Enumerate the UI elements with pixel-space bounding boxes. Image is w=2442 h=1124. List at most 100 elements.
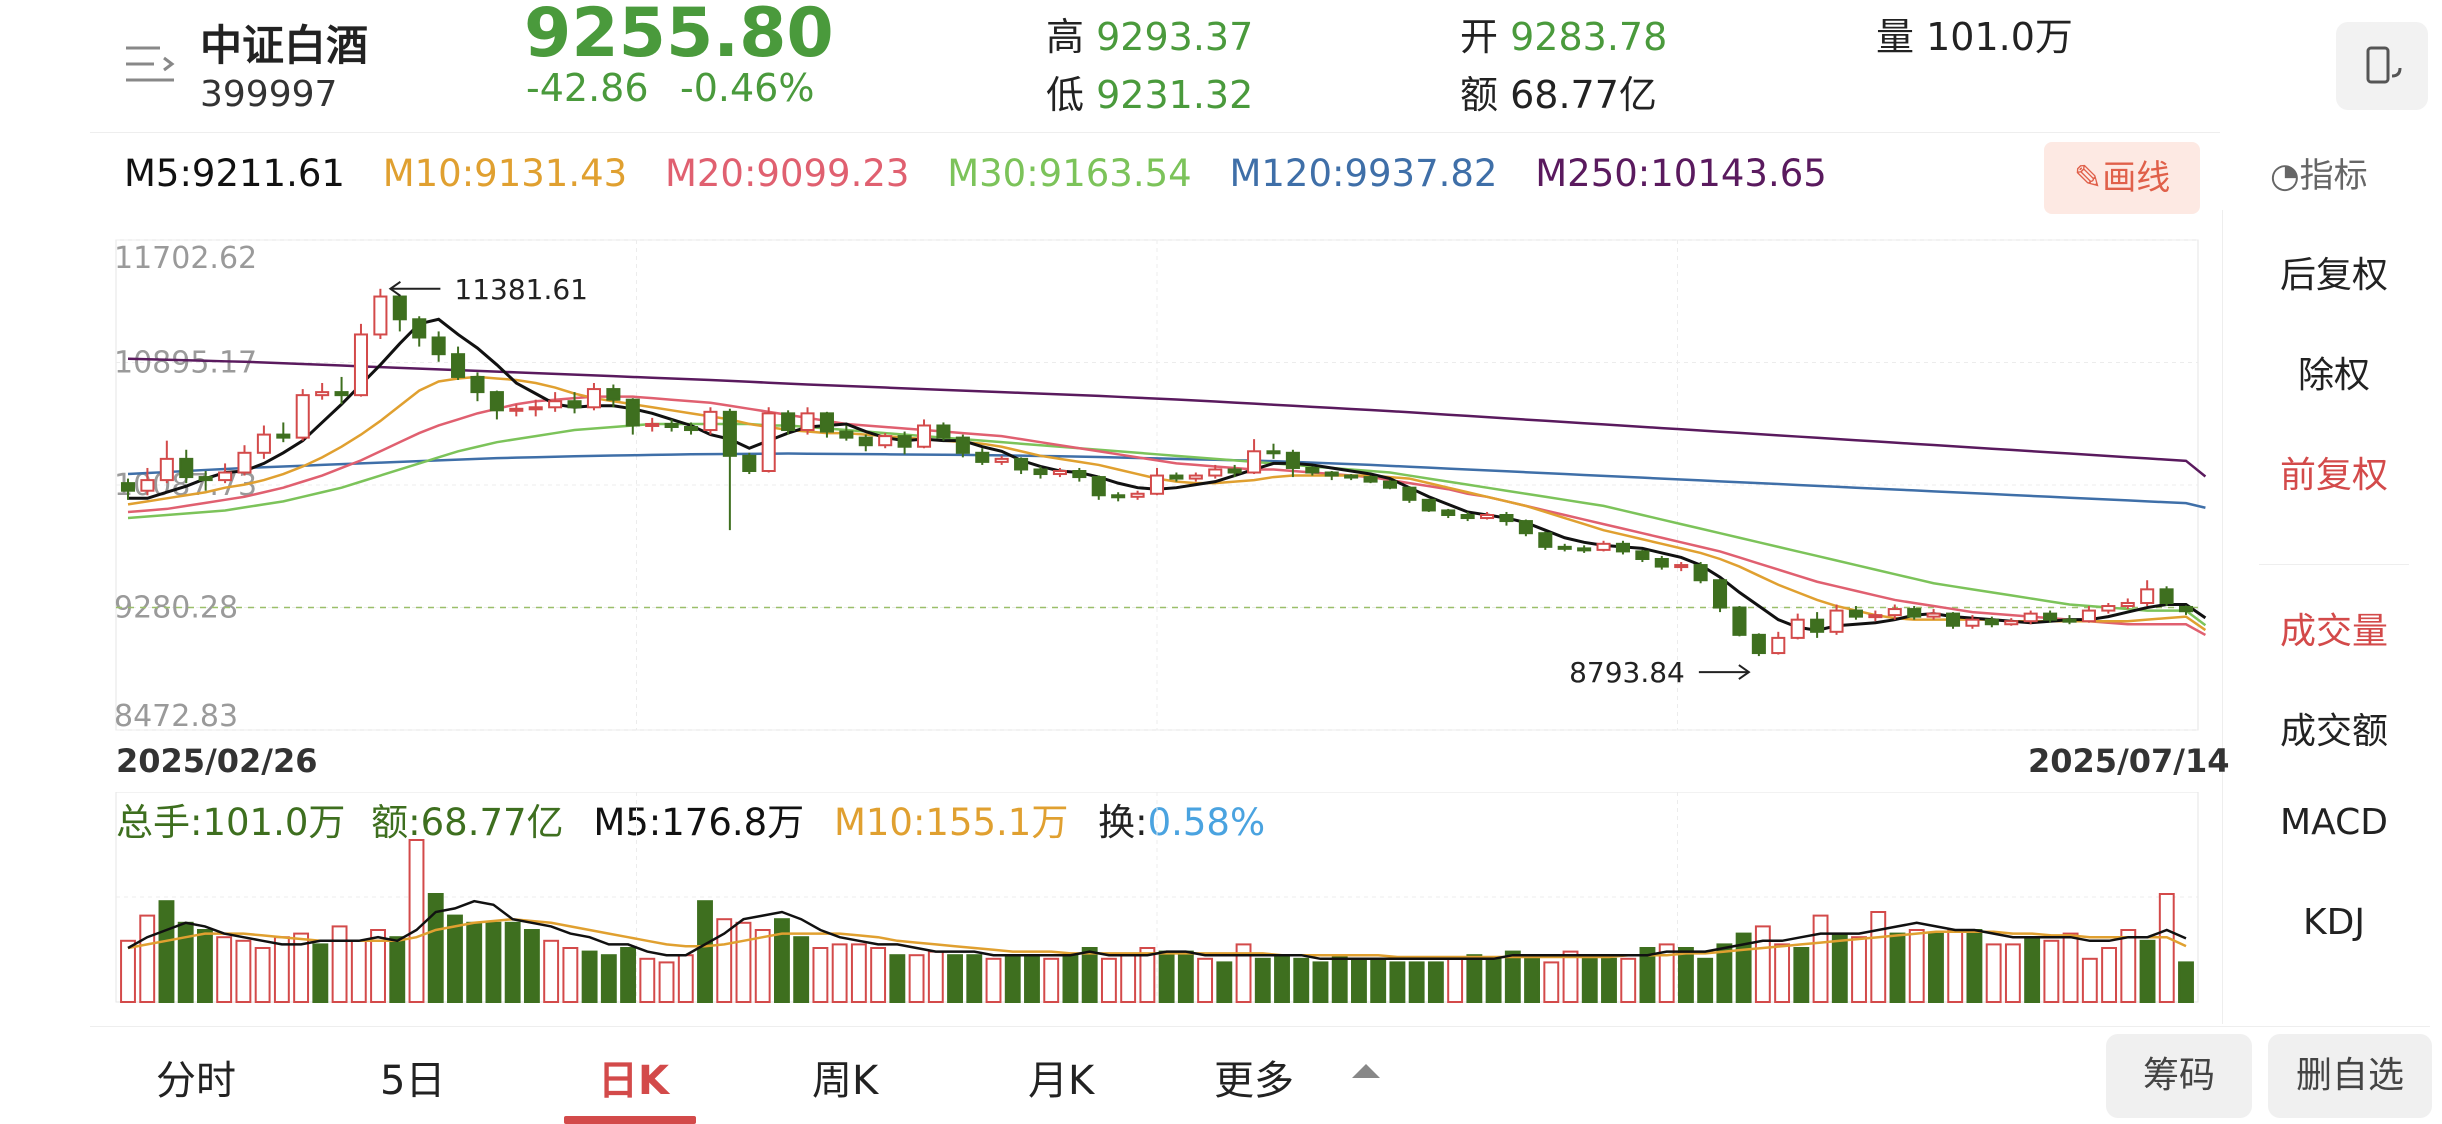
tab-2[interactable]: 日K bbox=[564, 1048, 696, 1124]
volume-bar-81 bbox=[1677, 947, 1694, 1003]
side-separator bbox=[2259, 564, 2409, 565]
min-label: 8793.84 bbox=[1569, 656, 1685, 689]
header-divider bbox=[90, 132, 2220, 133]
volume-bar-107 bbox=[2178, 961, 2194, 1003]
low-stat: 低 9231.32 bbox=[1046, 64, 1253, 119]
volume-bar-35 bbox=[793, 936, 810, 1003]
volume-bar-53 bbox=[1139, 947, 1156, 1003]
candle-82 bbox=[1713, 579, 1728, 609]
volume-bar-31 bbox=[716, 918, 733, 1003]
volume-bar-93 bbox=[1908, 929, 1925, 1003]
candle-74 bbox=[1557, 545, 1572, 550]
volume-bar-87 bbox=[1793, 947, 1810, 1003]
volume-bar-57 bbox=[1216, 961, 1233, 1003]
volume-bar-56 bbox=[1197, 957, 1214, 1004]
volume-bar-13 bbox=[370, 929, 386, 1003]
ma120-label: M120:9937.82 bbox=[1229, 152, 1498, 195]
volume-bar-80 bbox=[1658, 943, 1675, 1003]
candle-98 bbox=[2023, 612, 2038, 623]
volume-bar-76 bbox=[1581, 954, 1598, 1003]
volume-bar-0 bbox=[120, 939, 136, 1004]
candle-36 bbox=[819, 412, 834, 433]
volume-chart[interactable] bbox=[0, 792, 2222, 1022]
volume-bar-26 bbox=[620, 947, 637, 1003]
low-label: 低 bbox=[1046, 73, 1085, 117]
side-item-4[interactable]: 成交额 bbox=[2279, 711, 2388, 752]
gauge-icon: ◔ bbox=[2270, 156, 2300, 196]
volume-bar-39 bbox=[870, 947, 887, 1003]
candle-9 bbox=[295, 394, 310, 439]
tab-4[interactable]: 月K bbox=[1028, 1058, 1095, 1104]
y-tick-1: 10895.17 bbox=[114, 346, 257, 381]
candle-32 bbox=[742, 454, 757, 473]
stock-name: 中证白酒 bbox=[200, 21, 369, 70]
candle-105 bbox=[2159, 588, 2174, 604]
ma5-line bbox=[128, 317, 2207, 632]
volume-bar-71 bbox=[1485, 957, 1502, 1004]
volume-bar-66 bbox=[1389, 961, 1406, 1003]
candle-37 bbox=[839, 430, 854, 439]
volume-bar-1 bbox=[139, 914, 156, 1003]
orientation-button[interactable] bbox=[2336, 22, 2428, 110]
ma250-label: M250:10143.65 bbox=[1535, 152, 1827, 195]
side-item-1[interactable]: 除权 bbox=[2297, 355, 2370, 396]
menu-icon[interactable] bbox=[124, 40, 176, 88]
candle-68 bbox=[1441, 509, 1456, 516]
candle-31 bbox=[722, 410, 737, 457]
candle-96 bbox=[1984, 618, 1999, 626]
candle-33 bbox=[761, 412, 776, 473]
volume-bar-44 bbox=[966, 954, 983, 1003]
candle-100 bbox=[2062, 618, 2077, 623]
candle-52 bbox=[1130, 492, 1145, 498]
candle-44 bbox=[975, 451, 990, 463]
candle-25 bbox=[606, 388, 621, 401]
side-item-2[interactable]: 前复权 bbox=[2279, 455, 2388, 496]
more-arrow-icon[interactable] bbox=[1352, 1064, 1380, 1078]
tab-5[interactable]: 更多 bbox=[1214, 1058, 1294, 1104]
kline-chart[interactable]: 11702.6210895.1710087.739280.288472.8311… bbox=[0, 230, 2222, 760]
volume-bar-98 bbox=[2004, 943, 2021, 1003]
side-item-0[interactable]: 后复权 bbox=[2279, 255, 2388, 296]
candle-103 bbox=[2120, 601, 2135, 608]
draw-line-button[interactable]: ✎画线 bbox=[2044, 142, 2200, 214]
volume-bar-17 bbox=[447, 914, 463, 1003]
candle-4 bbox=[198, 476, 213, 482]
volume-bar-90 bbox=[1851, 936, 1867, 1003]
volume-m10: M10:155.1万 bbox=[833, 801, 1069, 844]
volume-bar-37 bbox=[831, 943, 848, 1003]
indicator-button[interactable]: ◔指标 bbox=[2270, 148, 2368, 197]
candle-19 bbox=[489, 391, 504, 412]
candle-22 bbox=[548, 400, 563, 409]
volume-bar-67 bbox=[1408, 961, 1425, 1003]
volume-bar-24 bbox=[581, 950, 598, 1004]
side-item-5[interactable]: MACD bbox=[2280, 802, 2388, 843]
candle-63 bbox=[1344, 474, 1359, 479]
chip-distribution-button[interactable]: 筹码 bbox=[2106, 1034, 2252, 1118]
volume-bar-72 bbox=[1504, 950, 1521, 1004]
candle-106 bbox=[2178, 605, 2194, 613]
candle-42 bbox=[936, 424, 951, 439]
candle-92 bbox=[1907, 608, 1922, 618]
tab-0[interactable]: 分时 bbox=[156, 1058, 236, 1104]
volume-bar-105 bbox=[2139, 939, 2156, 1004]
ma30-line bbox=[127, 422, 2207, 627]
active-tab-underline bbox=[564, 1116, 696, 1124]
tab-1[interactable]: 5日 bbox=[380, 1058, 446, 1104]
candle-87 bbox=[1810, 618, 1825, 633]
side-item-3[interactable]: 成交量 bbox=[2279, 611, 2388, 652]
candle-13 bbox=[373, 295, 388, 336]
volume-bar-52 bbox=[1120, 954, 1137, 1003]
volume-bar-95 bbox=[1947, 929, 1964, 1003]
volume-bar-91 bbox=[1870, 911, 1887, 1003]
candle-30 bbox=[703, 410, 718, 432]
tab-3[interactable]: 周K bbox=[812, 1058, 879, 1104]
side-item-6[interactable]: KDJ bbox=[2303, 902, 2365, 943]
candle-104 bbox=[2140, 588, 2155, 604]
candle-55 bbox=[1188, 474, 1203, 480]
volume-bar-106 bbox=[2158, 893, 2175, 1003]
candle-51 bbox=[1111, 494, 1126, 499]
volume-bar-4 bbox=[196, 929, 213, 1003]
remove-favorite-button[interactable]: 删自选 bbox=[2268, 1034, 2432, 1118]
candle-71 bbox=[1499, 513, 1514, 523]
candle-18 bbox=[470, 375, 485, 394]
